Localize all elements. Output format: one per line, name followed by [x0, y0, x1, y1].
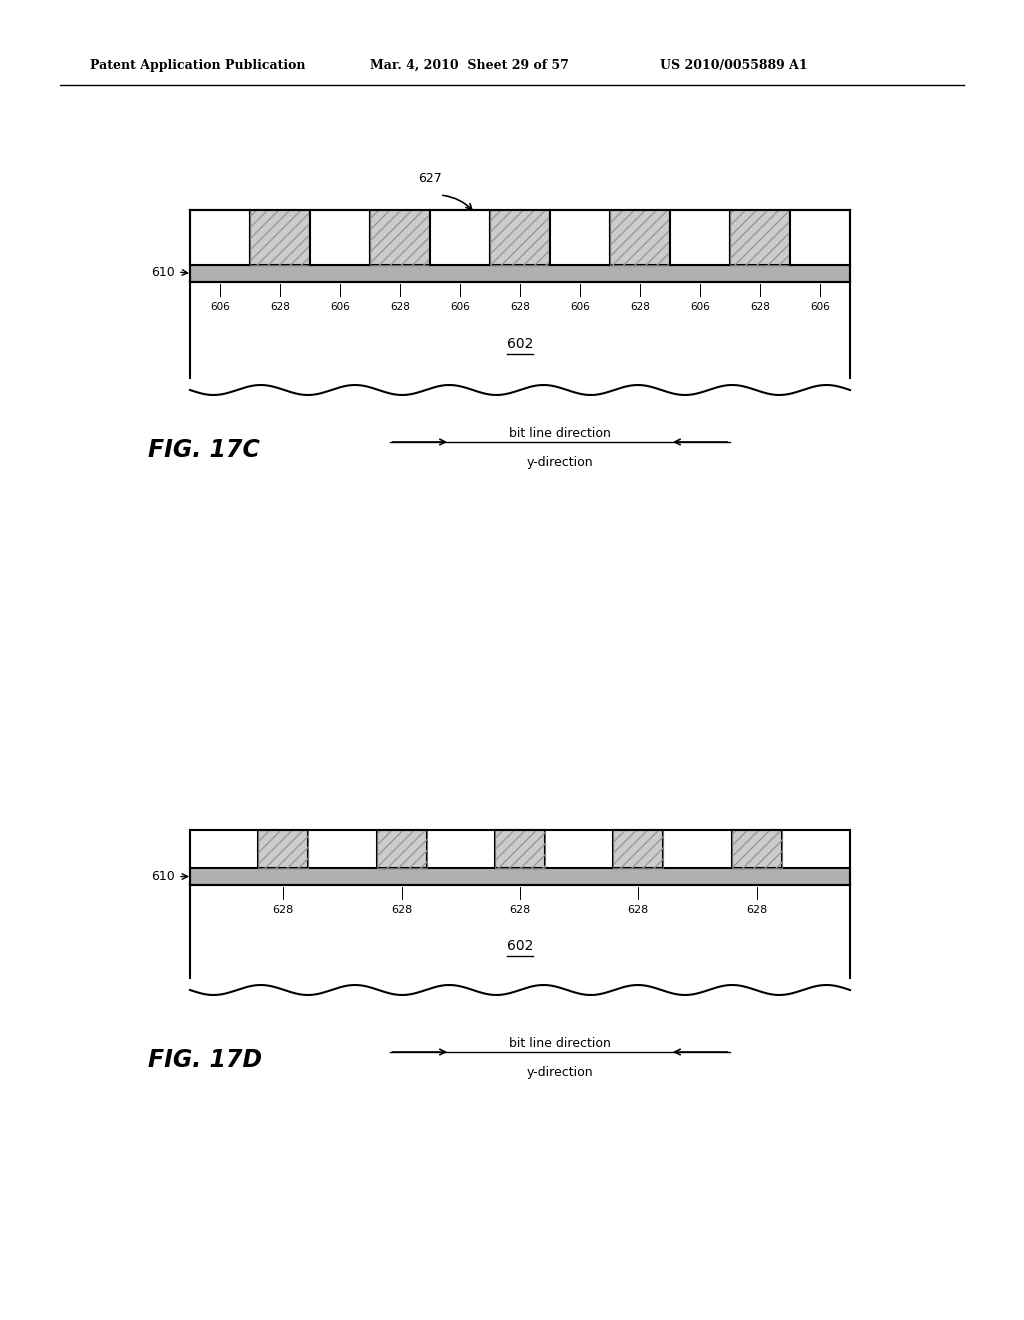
Bar	[550, 210, 610, 265]
Text: 628: 628	[510, 302, 530, 312]
Text: Patent Application Publication: Patent Application Publication	[90, 58, 305, 71]
Bar	[610, 210, 670, 265]
Bar	[377, 830, 427, 869]
Text: y-direction: y-direction	[526, 455, 593, 469]
Text: 606: 606	[451, 302, 470, 312]
Bar	[250, 210, 310, 265]
Text: 610: 610	[152, 265, 175, 279]
Bar	[790, 210, 850, 265]
Text: 628: 628	[628, 906, 649, 915]
Bar	[613, 830, 664, 869]
Bar	[613, 830, 664, 869]
Text: 606: 606	[570, 302, 590, 312]
Bar	[258, 830, 308, 869]
Text: 628: 628	[746, 906, 767, 915]
Bar	[490, 210, 550, 265]
Text: 606: 606	[210, 302, 229, 312]
Text: FIG. 17D: FIG. 17D	[148, 1048, 262, 1072]
Text: Mar. 4, 2010  Sheet 29 of 57: Mar. 4, 2010 Sheet 29 of 57	[370, 58, 569, 71]
Bar	[190, 265, 850, 282]
Bar	[490, 210, 550, 265]
Bar	[370, 210, 430, 265]
Bar	[495, 830, 545, 869]
Bar	[730, 210, 790, 265]
Text: 628: 628	[272, 906, 294, 915]
Text: 602: 602	[507, 939, 534, 953]
Bar	[732, 830, 781, 869]
Text: 610: 610	[152, 870, 175, 883]
Bar	[190, 869, 850, 884]
Text: 628: 628	[750, 302, 770, 312]
Text: 628: 628	[390, 302, 410, 312]
Bar	[377, 830, 427, 869]
Text: 628: 628	[270, 302, 290, 312]
Bar	[730, 210, 790, 265]
Text: US 2010/0055889 A1: US 2010/0055889 A1	[660, 58, 808, 71]
Bar	[310, 210, 370, 265]
Text: 628: 628	[391, 906, 413, 915]
Bar	[495, 830, 545, 869]
Bar	[430, 210, 490, 265]
Text: 606: 606	[690, 302, 710, 312]
Text: 606: 606	[330, 302, 350, 312]
Bar	[190, 210, 250, 265]
Text: 628: 628	[509, 906, 530, 915]
Bar	[670, 210, 730, 265]
Bar	[370, 210, 430, 265]
Text: 602: 602	[507, 337, 534, 351]
Text: 628: 628	[630, 302, 650, 312]
Text: bit line direction: bit line direction	[509, 426, 611, 440]
Bar	[732, 830, 781, 869]
Text: bit line direction: bit line direction	[509, 1038, 611, 1049]
Text: y-direction: y-direction	[526, 1067, 593, 1078]
Text: 627: 627	[418, 172, 442, 185]
Bar	[250, 210, 310, 265]
Text: FIG. 17C: FIG. 17C	[148, 438, 260, 462]
Bar	[610, 210, 670, 265]
Text: 606: 606	[810, 302, 829, 312]
Bar	[258, 830, 308, 869]
